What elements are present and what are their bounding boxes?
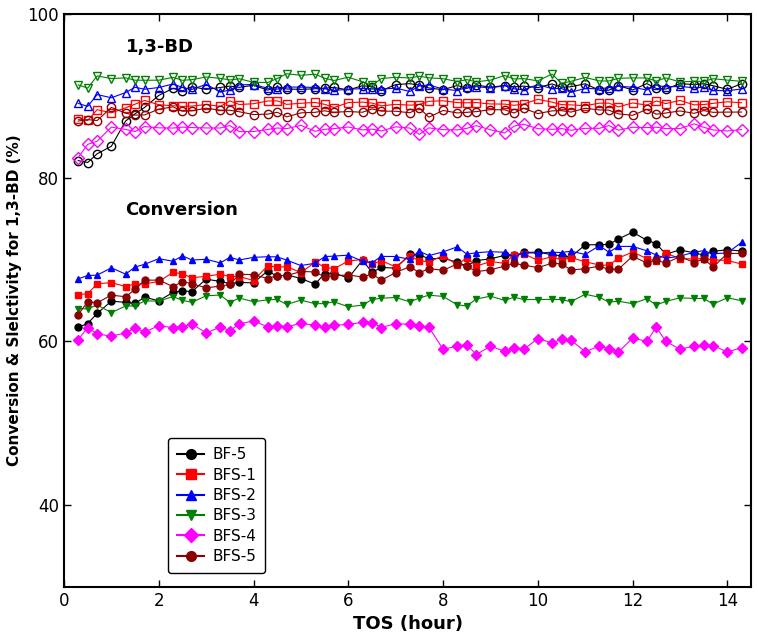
X-axis label: TOS (hour): TOS (hour) xyxy=(352,615,462,633)
Y-axis label: Conversion & Slelctivity for 1,3-BD (%): Conversion & Slelctivity for 1,3-BD (%) xyxy=(7,134,22,466)
Legend: BF-5, BFS-1, BFS-2, BFS-3, BFS-4, BFS-5: BF-5, BFS-1, BFS-2, BFS-3, BFS-4, BFS-5 xyxy=(168,438,265,573)
Text: Conversion: Conversion xyxy=(126,202,239,220)
Text: 1,3-BD: 1,3-BD xyxy=(126,38,193,56)
